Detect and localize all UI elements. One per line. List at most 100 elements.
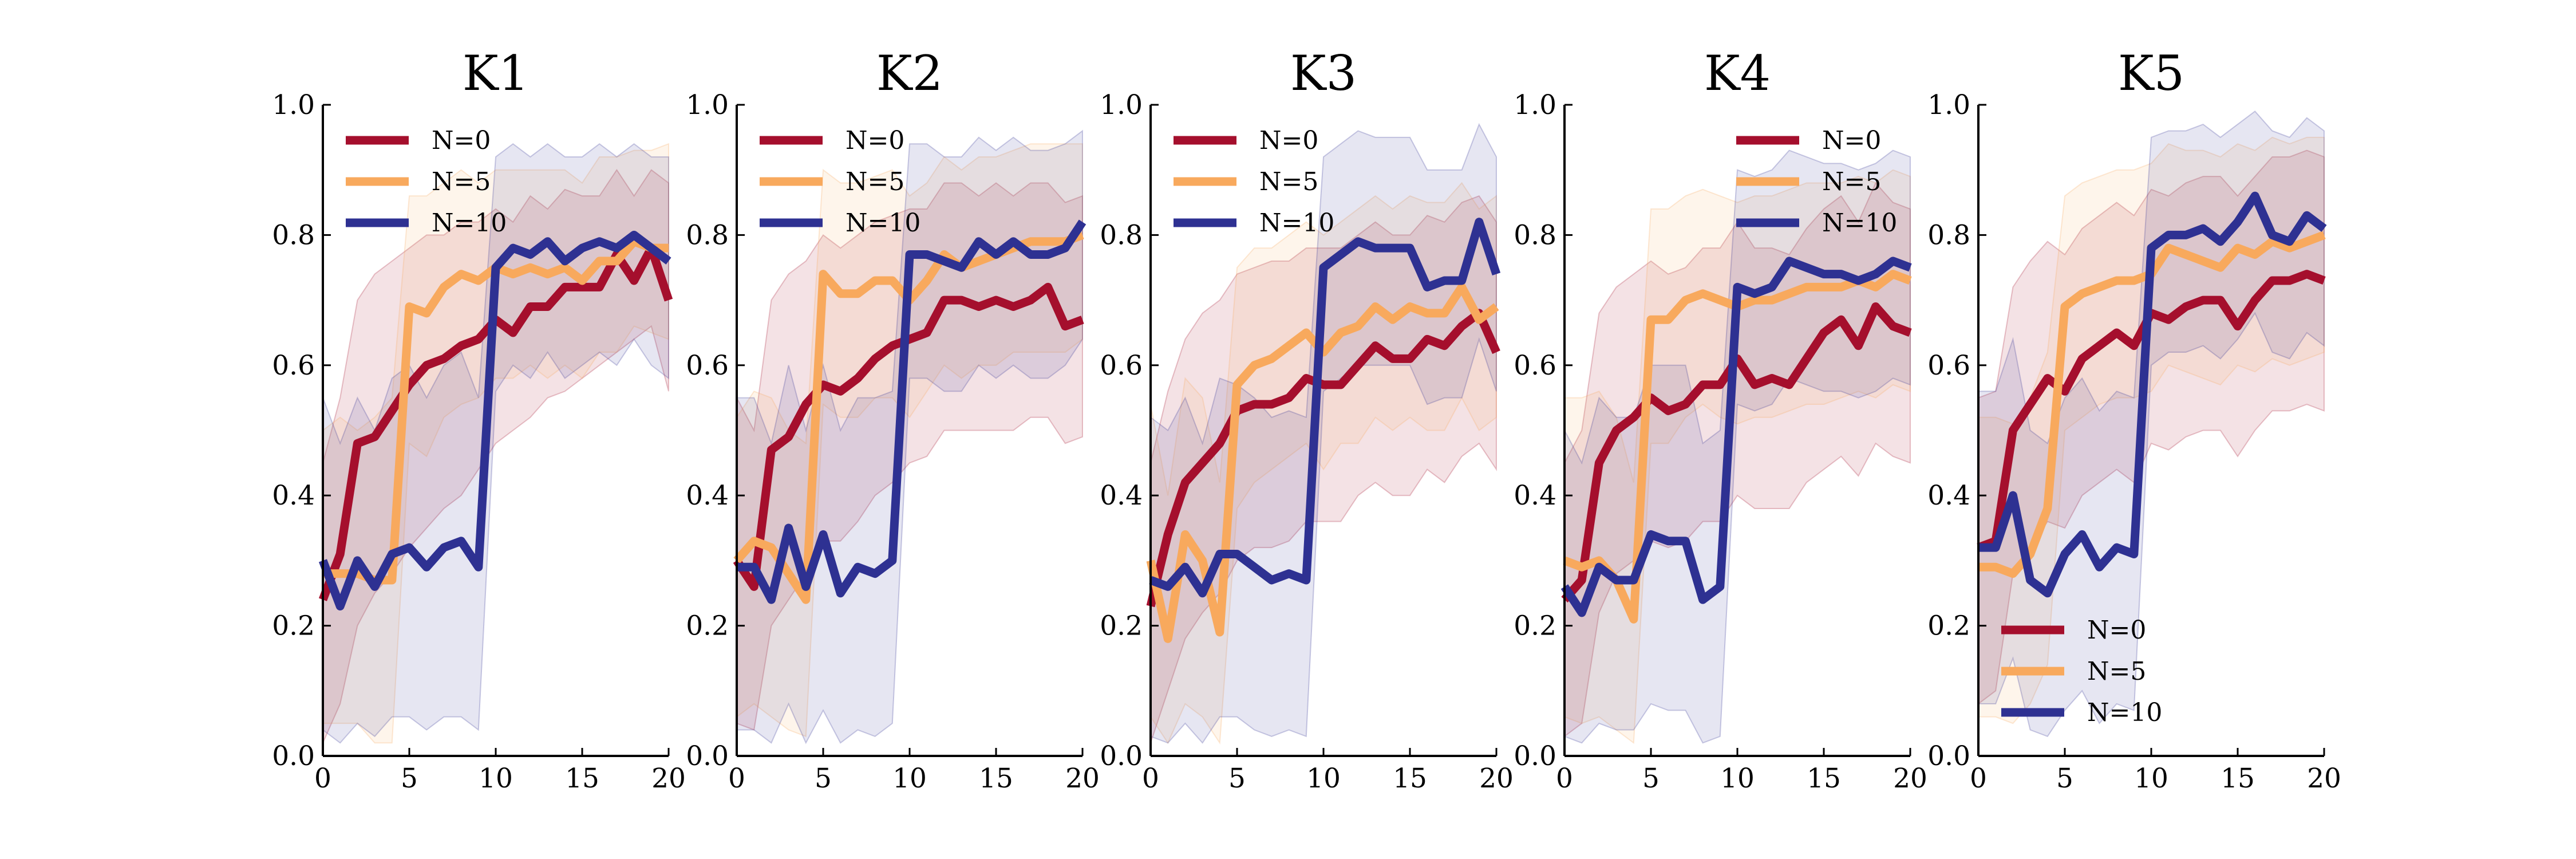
legend: N=0 N=5 N=10 bbox=[2001, 616, 2162, 727]
x-tick-label: 20 bbox=[1893, 763, 1927, 794]
series-line-n10 bbox=[318, 230, 671, 610]
x-tick-label: 5 bbox=[815, 763, 832, 794]
x-tick-label: 0 bbox=[1556, 763, 1573, 794]
y-tick-label: 0.4 bbox=[686, 480, 729, 511]
legend-label: N=5 bbox=[846, 167, 904, 196]
x-tick-label: 15 bbox=[2221, 763, 2255, 794]
y-tick-label: 0.6 bbox=[272, 350, 315, 381]
legend-label: N=10 bbox=[432, 208, 507, 238]
x-tick-label: 10 bbox=[1306, 763, 1341, 794]
panel-title: K1 bbox=[463, 45, 529, 101]
y-tick-label: 0.4 bbox=[272, 480, 315, 511]
series-line-n10 bbox=[1978, 191, 2327, 598]
legend: N=0 N=5 N=10 bbox=[760, 126, 920, 238]
panel-k2: 0.0 0.2 0.4 0.6 0.8 1.0 0 5 10 15 20 K2 N=0 N=5 N=10 bbox=[686, 45, 1100, 794]
x-tick-label: 0 bbox=[1142, 763, 1159, 794]
panel-k1: 0.0 0.2 0.4 0.6 0.8 1.0 0 5 10 15 20 K1 N=0 N=5 N=10 bbox=[272, 45, 686, 794]
x-tick-label: 5 bbox=[2056, 763, 2073, 794]
y-tick-label: 1.0 bbox=[1100, 89, 1143, 121]
y-tick-label: 0.2 bbox=[1514, 610, 1556, 642]
x-tick-label: 20 bbox=[1479, 763, 1514, 794]
panel-title: K3 bbox=[1290, 45, 1357, 101]
y-tick-label: 0.4 bbox=[1927, 480, 1970, 511]
y-tick-label: 0.6 bbox=[1927, 350, 1970, 381]
band-n10 bbox=[1978, 111, 2325, 738]
x-tick-label: 0 bbox=[1970, 763, 1987, 794]
x-tick-label: 10 bbox=[892, 763, 927, 794]
y-tick-label: 0.8 bbox=[1927, 219, 1970, 251]
band-n5 bbox=[1564, 169, 1911, 744]
y-tick-label: 0.8 bbox=[272, 219, 315, 251]
y-tick-label: 0.0 bbox=[1927, 740, 1970, 772]
series-line-n10 bbox=[1560, 257, 1912, 617]
y-tick-label: 0.6 bbox=[1514, 350, 1556, 381]
legend: N=0 N=5 N=10 bbox=[1174, 126, 1334, 238]
x-tick-label: 0 bbox=[314, 763, 331, 794]
x-tick-label: 5 bbox=[1642, 763, 1660, 794]
y-tick-label: 0.4 bbox=[1100, 480, 1143, 511]
legend-label: N=0 bbox=[2087, 616, 2146, 645]
legend-label: N=0 bbox=[432, 126, 491, 155]
legend-label: N=0 bbox=[1822, 126, 1881, 155]
legend-label: N=0 bbox=[1259, 126, 1318, 155]
legend: N=0 N=5 N=10 bbox=[1736, 126, 1897, 238]
legend-label: N=10 bbox=[1822, 208, 1897, 238]
y-tick-label: 0.8 bbox=[686, 219, 729, 251]
legend-label: N=5 bbox=[2087, 657, 2146, 686]
panel-title: K2 bbox=[876, 45, 943, 101]
legend-label: N=10 bbox=[846, 208, 920, 238]
y-tick-label: 0.6 bbox=[1100, 350, 1143, 381]
legend-label: N=10 bbox=[1259, 208, 1334, 238]
legend-label: N=5 bbox=[1822, 167, 1881, 196]
panel-title: K4 bbox=[1704, 45, 1771, 101]
series-line-n0 bbox=[1146, 309, 1500, 608]
panel-k5: 0.0 0.2 0.4 0.6 0.8 1.0 0 5 10 15 20 K5 N=0 N=5 N=10 bbox=[1927, 45, 2341, 794]
panel-title: K5 bbox=[2118, 45, 2184, 101]
panel-k3: 0.0 0.2 0.4 0.6 0.8 1.0 0 5 10 15 20 K3 N=0 N=5 N=10 bbox=[1100, 45, 1514, 794]
y-tick-label: 0.0 bbox=[1100, 740, 1143, 772]
y-tick-label: 1.0 bbox=[272, 89, 315, 121]
band-n10 bbox=[736, 129, 1083, 744]
y-tick-label: 0.2 bbox=[1100, 610, 1143, 642]
x-tick-label: 10 bbox=[479, 763, 513, 794]
x-tick-label: 10 bbox=[2134, 763, 2168, 794]
y-tick-label: 0.2 bbox=[686, 610, 729, 642]
band-n10 bbox=[322, 143, 669, 744]
x-tick-label: 5 bbox=[401, 763, 418, 794]
y-tick-label: 1.0 bbox=[686, 89, 729, 121]
legend: N=0 N=5 N=10 bbox=[346, 126, 507, 238]
x-tick-label: 15 bbox=[1807, 763, 1841, 794]
x-tick-label: 20 bbox=[2307, 763, 2341, 794]
x-tick-label: 15 bbox=[565, 763, 599, 794]
band-n0 bbox=[1150, 195, 1497, 743]
band-n5 bbox=[1978, 136, 2325, 724]
series-line-n10 bbox=[1149, 218, 1501, 598]
series-line-n0 bbox=[733, 282, 1084, 591]
x-tick-label: 15 bbox=[1393, 763, 1427, 794]
legend-label: N=5 bbox=[432, 167, 491, 196]
y-tick-label: 0.2 bbox=[272, 610, 315, 642]
x-tick-label: 5 bbox=[1228, 763, 1246, 794]
band-n10 bbox=[1564, 149, 1911, 744]
legend-label: N=5 bbox=[1259, 167, 1318, 196]
y-tick-label: 0.0 bbox=[686, 740, 729, 772]
band-n0 bbox=[1978, 149, 2325, 706]
panel-k4: 0.0 0.2 0.4 0.6 0.8 1.0 0 5 10 15 20 K4 N=0 N=5 N=10 bbox=[1514, 45, 1927, 794]
y-tick-label: 0.4 bbox=[1514, 480, 1556, 511]
y-tick-label: 0.0 bbox=[272, 740, 315, 772]
y-tick-label: 0.0 bbox=[1514, 740, 1556, 772]
y-tick-label: 1.0 bbox=[1927, 89, 1970, 121]
x-tick-label: 15 bbox=[979, 763, 1013, 794]
band-n5 bbox=[322, 143, 669, 744]
legend-label: N=10 bbox=[2087, 698, 2162, 727]
series-line-n10 bbox=[737, 219, 1086, 604]
band-n5 bbox=[1150, 182, 1497, 745]
x-tick-label: 0 bbox=[728, 763, 745, 794]
y-tick-label: 0.2 bbox=[1927, 610, 1970, 642]
x-tick-label: 20 bbox=[651, 763, 686, 794]
x-tick-label: 10 bbox=[1720, 763, 1755, 794]
y-tick-label: 0.8 bbox=[1514, 219, 1556, 251]
legend-label: N=0 bbox=[846, 126, 904, 155]
y-tick-label: 0.8 bbox=[1100, 219, 1143, 251]
